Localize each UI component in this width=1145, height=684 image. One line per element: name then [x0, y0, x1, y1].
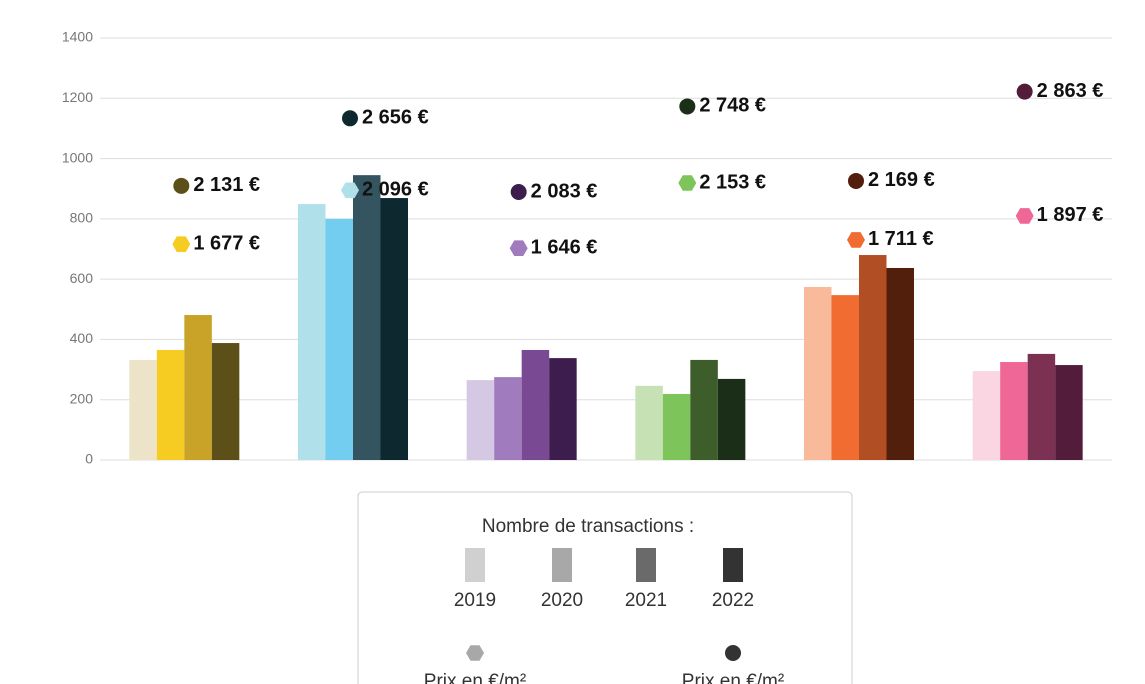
price-label: 1 677 € [193, 233, 260, 255]
legend-swatch [636, 548, 656, 582]
y-tick-label: 400 [70, 330, 94, 346]
bar [859, 255, 887, 460]
legend-label: 2022 [712, 590, 754, 611]
bar [325, 218, 353, 460]
bar [717, 378, 746, 460]
y-tick-label: 200 [70, 390, 94, 406]
price-label: 2 169 € [868, 169, 935, 191]
price-label: 2 656 € [362, 107, 429, 129]
bar [353, 175, 381, 460]
price-label: 2 131 € [193, 174, 260, 196]
price-marker [1016, 83, 1033, 100]
legend-label: Prix en €/m² [424, 671, 526, 684]
legend-marker [725, 645, 741, 661]
price-label: 2 863 € [1037, 80, 1104, 102]
legend-box [357, 491, 853, 684]
bar [690, 359, 718, 460]
price-label: 2 096 € [362, 179, 429, 201]
bar [156, 349, 185, 460]
price-marker [847, 232, 865, 248]
price-label: 1 646 € [531, 237, 598, 259]
legend-swatch [723, 548, 743, 582]
price-marker [509, 240, 528, 256]
bar [466, 380, 495, 460]
bar [494, 377, 522, 460]
bar [549, 358, 577, 460]
legend-title: Nombre de transactions : [482, 516, 694, 537]
y-tick-label: 1200 [62, 89, 93, 105]
bar [804, 286, 832, 460]
price-marker [679, 98, 696, 115]
price-marker [173, 177, 190, 194]
bar [662, 393, 691, 460]
legend-label: 2020 [541, 590, 583, 611]
bar [521, 349, 550, 460]
y-tick-label: 0 [85, 451, 93, 467]
bar [1055, 365, 1083, 460]
price-label: 1 711 € [868, 228, 934, 250]
bar [886, 267, 914, 460]
price-label: 1 897 € [1037, 204, 1104, 226]
price-marker [678, 175, 697, 191]
bar [831, 295, 859, 460]
price-marker [848, 172, 864, 189]
bar [635, 385, 663, 460]
price-marker [341, 182, 359, 199]
legend-label: Prix en €/m² [682, 671, 784, 684]
legend-marker [466, 645, 484, 661]
price-label: 2 153 € [699, 171, 766, 193]
y-tick-label: 800 [70, 210, 94, 226]
y-tick-label: 1000 [62, 149, 93, 165]
bar [972, 371, 1001, 460]
price-marker [172, 236, 191, 252]
legend-label: 2021 [625, 590, 667, 611]
bar [211, 343, 240, 460]
legend-swatch [465, 548, 485, 582]
price-marker [342, 110, 358, 127]
y-tick-label: 1400 [62, 29, 93, 45]
bar [298, 204, 326, 460]
price-marker [1015, 208, 1034, 224]
bar [184, 315, 212, 460]
bar [1027, 353, 1056, 460]
price-marker [510, 184, 527, 201]
bar [1000, 362, 1028, 460]
price-label: 2 083 € [531, 180, 598, 202]
legend-swatch [552, 548, 572, 582]
legend-label: 2019 [454, 590, 496, 611]
price-label: 2 748 € [699, 95, 766, 117]
bar [380, 198, 408, 460]
y-tick-label: 600 [70, 270, 94, 286]
bar [129, 359, 157, 460]
